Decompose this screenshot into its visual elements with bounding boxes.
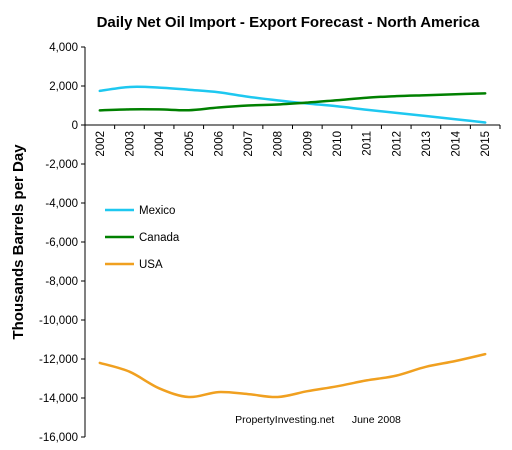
y-axis-label: Thousands Barrels per Day — [10, 144, 27, 340]
series-line-mexico — [98, 85, 487, 124]
y-tick-label: -14,000 — [39, 393, 78, 405]
x-tick-label: 2007 — [243, 131, 255, 157]
y-tick-label: 4,000 — [49, 42, 78, 54]
x-tick-label: 2002 — [95, 131, 107, 157]
y-tick-label: -12,000 — [39, 354, 78, 366]
series-line-canada — [98, 92, 487, 112]
y-tick-label: -2,000 — [45, 159, 78, 171]
series-line-usa — [98, 352, 487, 399]
legend-label-canada: Canada — [139, 232, 180, 244]
y-tick-label: -16,000 — [39, 432, 78, 444]
y-tick-label: 0 — [72, 120, 78, 132]
x-tick-label: 2004 — [154, 130, 166, 156]
axes: 4,000 2,000 0 -2,000 -4,000 -6,000 -8,000 -10,0… — [39, 42, 501, 444]
x-tick-label: 2011 — [362, 131, 374, 156]
x-tick-label: 2009 — [302, 131, 314, 157]
x-tick-label: 2003 — [124, 131, 136, 157]
chart-title: Daily Net Oil Import - Export Forecast -… — [97, 14, 481, 31]
x-tick-label: 2006 — [213, 131, 225, 157]
legend-label-usa: USA — [139, 259, 163, 271]
x-tick-label: 2012 — [391, 131, 403, 157]
y-tick-label: -6,000 — [45, 237, 78, 249]
series-layer — [98, 85, 487, 399]
x-tick-label: 2015 — [480, 131, 492, 157]
y-tick-label: -10,000 — [39, 315, 78, 327]
x-tick-label: 2014 — [451, 130, 463, 156]
legend: Mexico Canada USA — [105, 205, 180, 271]
source-annotation: PropertyInvesting.net June 2008 — [235, 414, 401, 426]
legend-label-mexico: Mexico — [139, 205, 175, 217]
x-tick-label: 2005 — [184, 131, 196, 157]
x-tick-label: 2010 — [332, 131, 344, 157]
x-tick-label: 2013 — [421, 131, 433, 157]
x-tick-label: 2008 — [273, 131, 285, 157]
y-tick-label: -8,000 — [45, 276, 78, 288]
y-tick-label: 2,000 — [49, 81, 78, 93]
y-tick-label: -4,000 — [45, 198, 78, 210]
